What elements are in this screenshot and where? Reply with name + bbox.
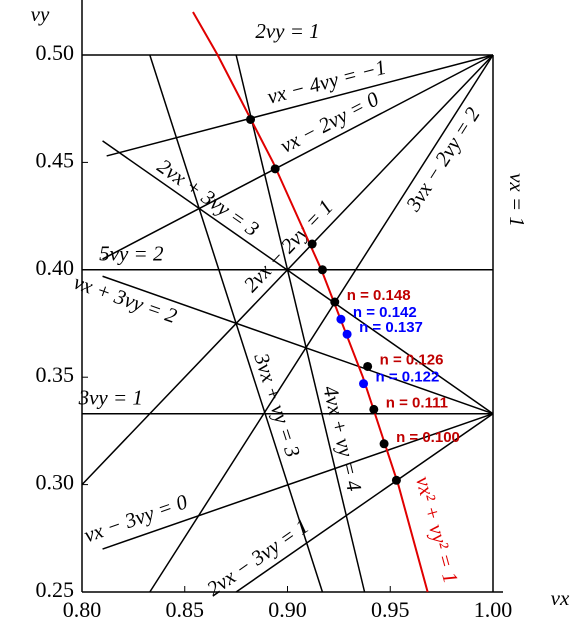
resonance-line — [106, 54, 494, 157]
curve-label: νx² + νy² = 1 — [411, 474, 463, 586]
y-tick-label: 0.40 — [36, 255, 75, 280]
y-tick-label: 0.50 — [36, 40, 75, 65]
x-tick-label: 0.95 — [371, 597, 410, 622]
x-tick-label: 0.80 — [63, 597, 102, 622]
resonance-line — [235, 413, 494, 593]
point-label: n = 0.142 — [353, 304, 417, 321]
line-label: 2νy = 1 — [255, 19, 319, 43]
working-point — [369, 404, 379, 414]
y-tick-label: 0.30 — [36, 470, 75, 495]
y-axis-label: νy — [31, 2, 50, 26]
line-label: 2νx − 3νy = 1 — [202, 514, 313, 601]
line-label: 5νy = 2 — [99, 242, 164, 266]
point-label: n = 0.122 — [376, 369, 440, 386]
working-point — [391, 475, 401, 485]
resonance-line — [149, 54, 324, 593]
y-tick-label: 0.35 — [36, 362, 75, 387]
resonance-line — [235, 54, 366, 593]
line-label: 3νy = 1 — [78, 386, 143, 410]
x-tick-label: 0.85 — [166, 597, 205, 622]
working-point — [359, 379, 369, 389]
point-label: n = 0.111 — [386, 394, 448, 411]
line-label: 4νx + νy = 4 — [318, 383, 366, 494]
line-label: 3νx + νy = 3 — [249, 349, 305, 460]
resonance-line — [102, 413, 494, 550]
working-point — [342, 329, 352, 339]
resonance-line — [102, 54, 494, 260]
y-tick-label: 0.25 — [36, 577, 75, 602]
x-axis-label: νx — [551, 586, 570, 610]
working-point — [336, 314, 346, 324]
resonance-line — [102, 140, 494, 415]
working-point — [246, 114, 256, 124]
line-label: νx − 3νy = 0 — [81, 489, 191, 547]
working-point — [317, 265, 327, 275]
line-label: 2νx + 3νy = 3 — [153, 154, 264, 241]
point-label: n = 0.137 — [359, 319, 423, 336]
line-label: νx = 1 — [505, 173, 529, 227]
working-point — [363, 361, 373, 371]
line-label: νx + 3νy = 2 — [71, 270, 181, 329]
working-point — [307, 239, 317, 249]
line-label: 3νx − 2νy = 2 — [400, 102, 485, 216]
point-label: n = 0.148 — [347, 287, 411, 304]
resonance-line — [102, 275, 494, 415]
point-label: n = 0.126 — [380, 351, 444, 368]
working-point — [270, 164, 280, 174]
y-tick-label: 0.45 — [36, 147, 75, 172]
x-tick-label: 1.00 — [474, 597, 513, 622]
x-tick-label: 0.90 — [268, 597, 307, 622]
working-point — [379, 439, 389, 449]
resonance-line — [149, 54, 494, 593]
working-point — [330, 297, 340, 307]
point-label: n = 0.100 — [396, 429, 460, 446]
